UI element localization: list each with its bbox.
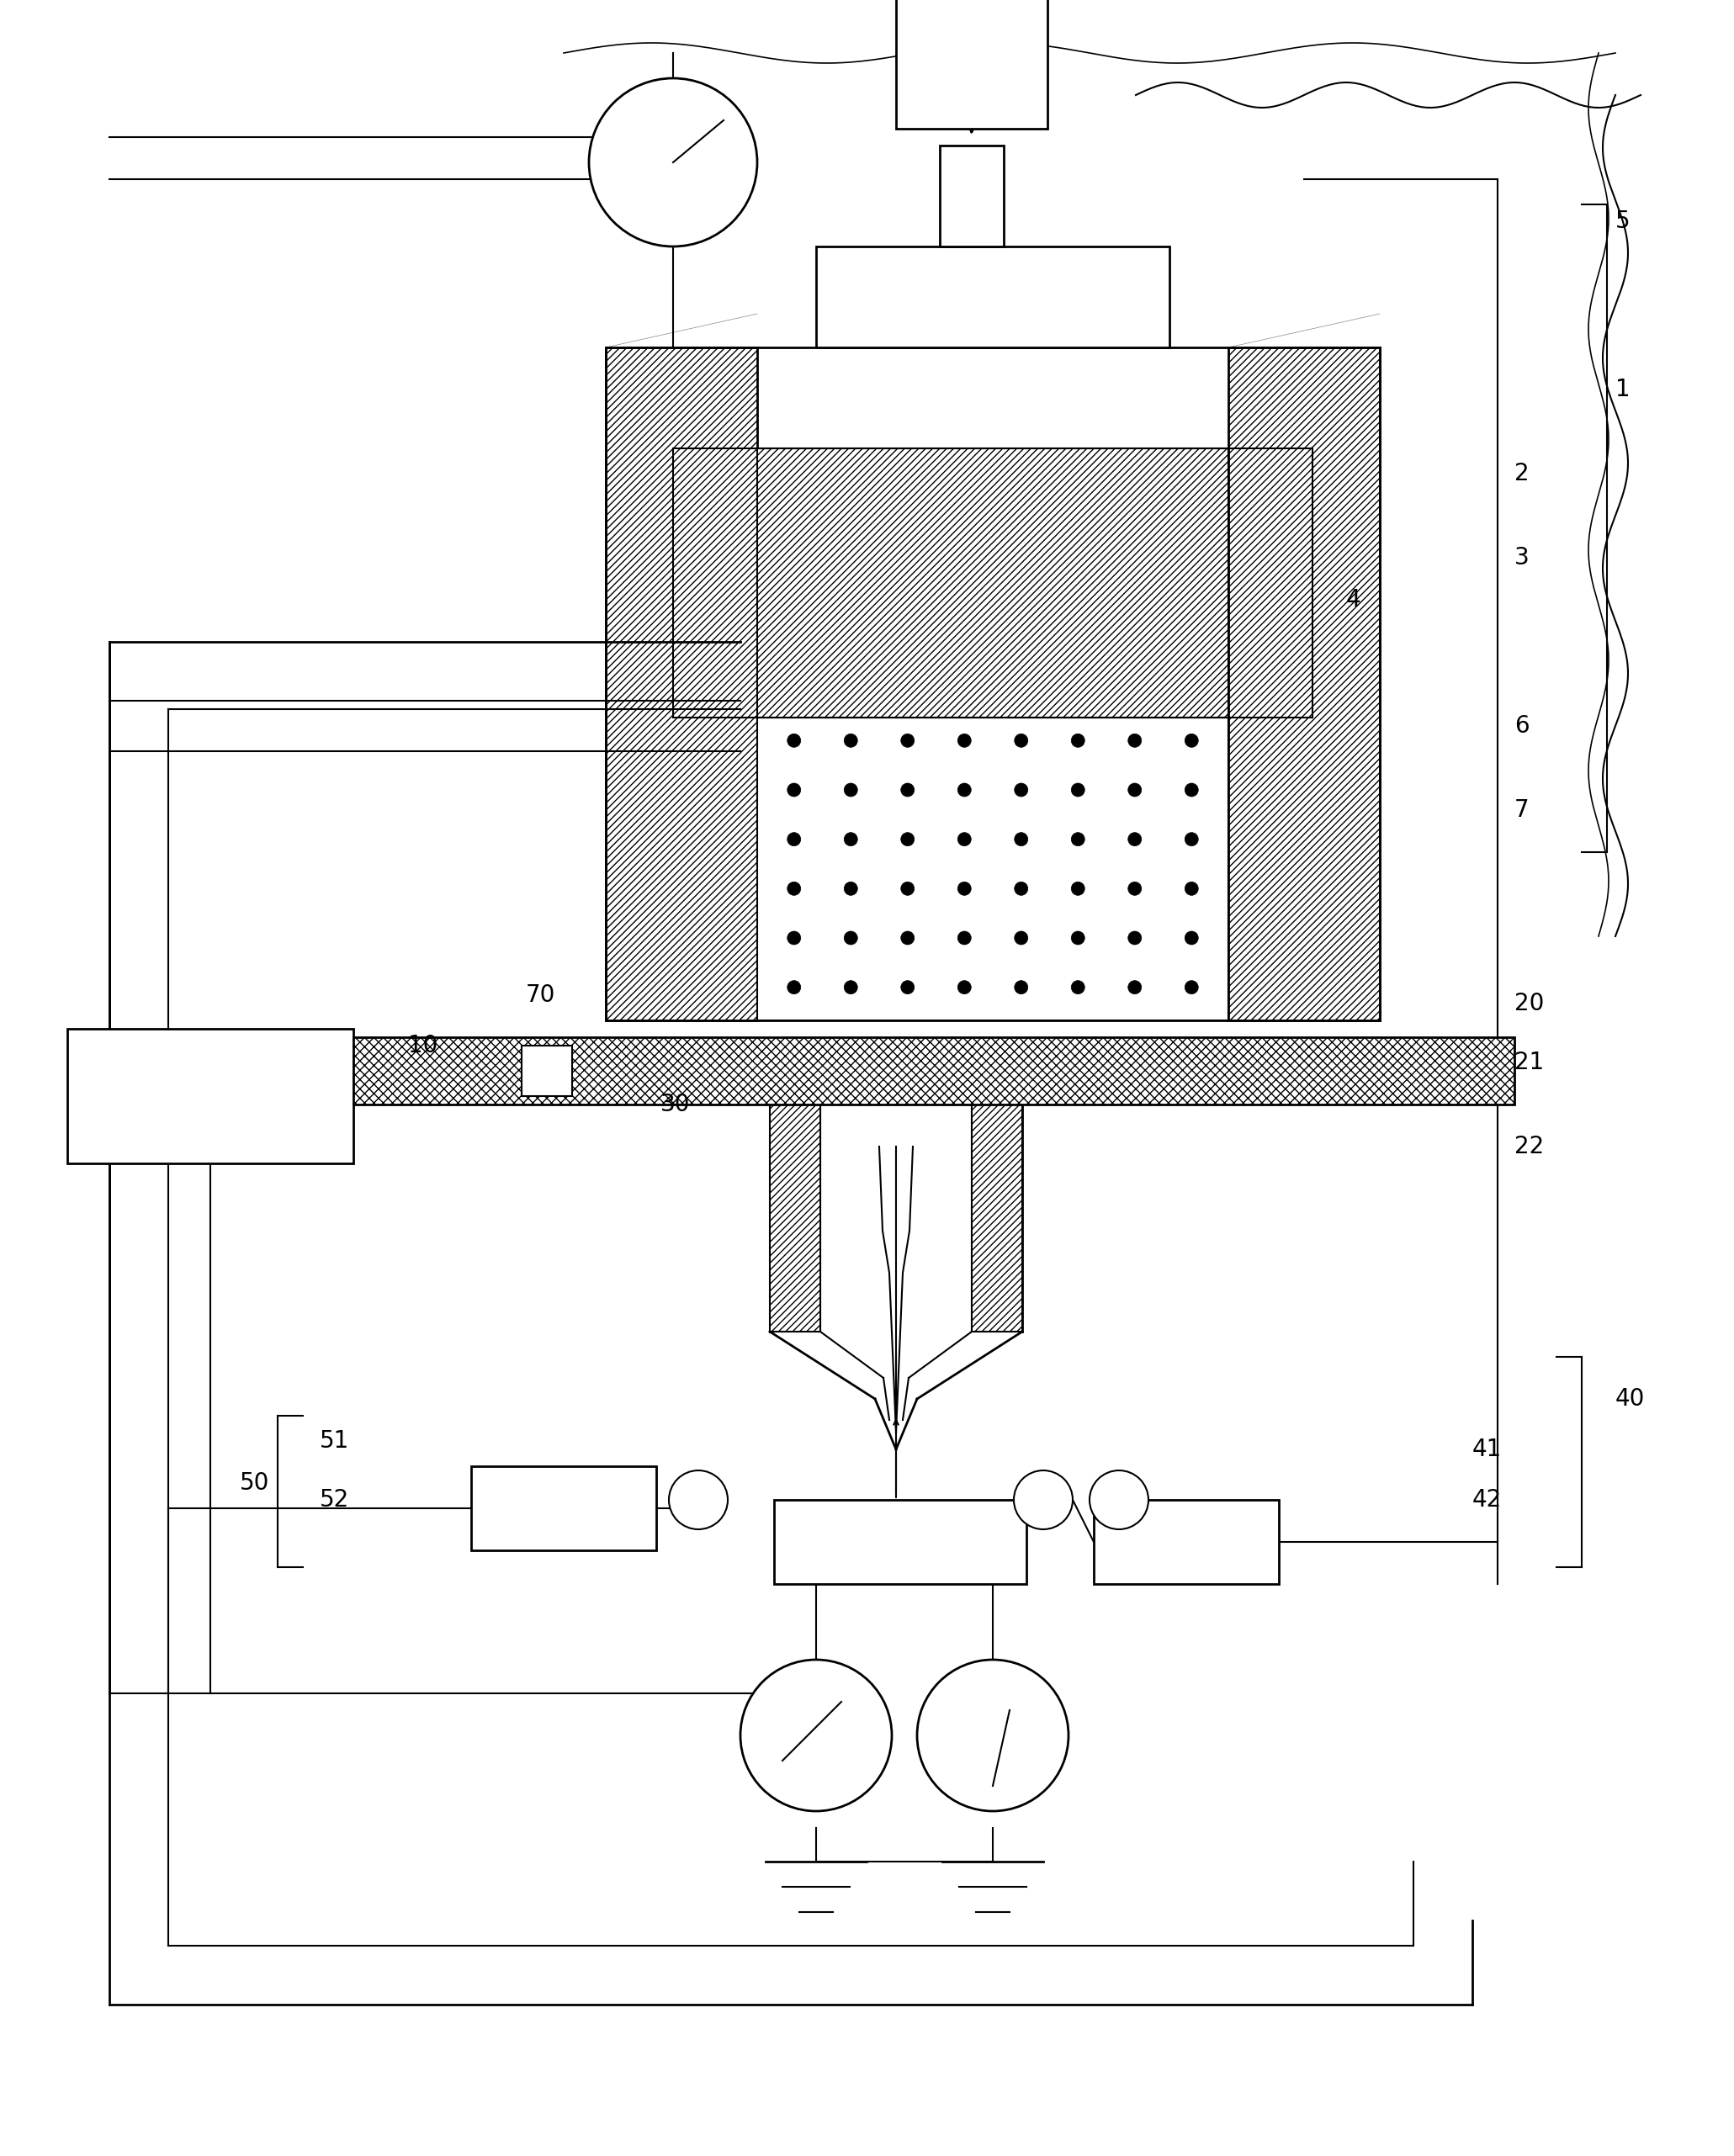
Circle shape <box>1129 882 1141 895</box>
Text: 21: 21 <box>1514 1050 1543 1074</box>
Circle shape <box>1089 1470 1148 1529</box>
FancyBboxPatch shape <box>68 1028 354 1164</box>
Circle shape <box>1129 981 1141 994</box>
Text: 51: 51 <box>319 1429 349 1453</box>
Text: 41: 41 <box>1472 1438 1502 1462</box>
Circle shape <box>844 931 858 944</box>
Circle shape <box>1184 733 1198 748</box>
Circle shape <box>787 882 801 895</box>
FancyBboxPatch shape <box>896 0 1047 129</box>
Text: 42: 42 <box>1472 1488 1502 1511</box>
Text: 52: 52 <box>319 1488 349 1511</box>
FancyBboxPatch shape <box>1228 347 1380 1020</box>
FancyBboxPatch shape <box>817 246 1169 347</box>
Circle shape <box>957 733 971 748</box>
Text: 22: 22 <box>1514 1134 1543 1158</box>
Circle shape <box>957 882 971 895</box>
Circle shape <box>1014 931 1028 944</box>
Text: 50: 50 <box>239 1470 269 1494</box>
FancyBboxPatch shape <box>773 1501 1027 1585</box>
Circle shape <box>1072 882 1085 895</box>
Circle shape <box>787 981 801 994</box>
Text: 2: 2 <box>1514 461 1529 485</box>
Circle shape <box>1129 832 1141 845</box>
Circle shape <box>1014 733 1028 748</box>
FancyBboxPatch shape <box>605 347 758 1020</box>
Circle shape <box>1129 931 1141 944</box>
Circle shape <box>844 832 858 845</box>
Circle shape <box>844 733 858 748</box>
Circle shape <box>1184 832 1198 845</box>
FancyBboxPatch shape <box>1094 1501 1280 1585</box>
Circle shape <box>957 931 971 944</box>
Circle shape <box>902 981 914 994</box>
Text: 7: 7 <box>1514 798 1529 821</box>
FancyBboxPatch shape <box>971 1104 1023 1332</box>
Circle shape <box>1014 783 1028 796</box>
Text: 5: 5 <box>1616 209 1630 233</box>
Text: 6: 6 <box>1514 714 1529 737</box>
Circle shape <box>917 1660 1068 1811</box>
FancyBboxPatch shape <box>758 448 1228 718</box>
Circle shape <box>1184 931 1198 944</box>
Circle shape <box>844 783 858 796</box>
Circle shape <box>590 78 758 246</box>
Circle shape <box>902 882 914 895</box>
Circle shape <box>1072 931 1085 944</box>
Circle shape <box>957 981 971 994</box>
Circle shape <box>844 981 858 994</box>
Text: 60: 60 <box>192 1084 229 1108</box>
Circle shape <box>1014 832 1028 845</box>
Circle shape <box>787 832 801 845</box>
FancyBboxPatch shape <box>940 144 1004 246</box>
Circle shape <box>1014 882 1028 895</box>
Text: 20: 20 <box>1514 992 1545 1015</box>
Circle shape <box>844 882 858 895</box>
Circle shape <box>1072 783 1085 796</box>
Text: 3: 3 <box>1514 545 1529 569</box>
FancyBboxPatch shape <box>522 1046 572 1095</box>
Text: 10: 10 <box>407 1035 437 1056</box>
Circle shape <box>787 783 801 796</box>
Text: 1: 1 <box>1616 377 1630 401</box>
FancyBboxPatch shape <box>758 718 1228 1020</box>
FancyBboxPatch shape <box>354 1037 1514 1104</box>
FancyBboxPatch shape <box>770 1104 820 1332</box>
Circle shape <box>957 832 971 845</box>
Circle shape <box>1014 1470 1073 1529</box>
Circle shape <box>1072 733 1085 748</box>
Circle shape <box>902 783 914 796</box>
Text: 40: 40 <box>1616 1386 1646 1410</box>
Text: 4: 4 <box>1346 589 1361 612</box>
Circle shape <box>1072 981 1085 994</box>
Text: 70: 70 <box>525 983 555 1007</box>
Circle shape <box>787 931 801 944</box>
Circle shape <box>1014 981 1028 994</box>
Circle shape <box>1184 981 1198 994</box>
Circle shape <box>902 733 914 748</box>
Circle shape <box>957 783 971 796</box>
Text: F: F <box>999 78 1013 97</box>
Circle shape <box>787 733 801 748</box>
Circle shape <box>669 1470 728 1529</box>
Circle shape <box>1129 783 1141 796</box>
FancyBboxPatch shape <box>472 1466 655 1550</box>
Circle shape <box>1184 882 1198 895</box>
Circle shape <box>1184 783 1198 796</box>
Circle shape <box>902 931 914 944</box>
Circle shape <box>902 832 914 845</box>
Circle shape <box>1129 733 1141 748</box>
Text: 30: 30 <box>661 1093 690 1117</box>
Circle shape <box>1072 832 1085 845</box>
Circle shape <box>740 1660 891 1811</box>
